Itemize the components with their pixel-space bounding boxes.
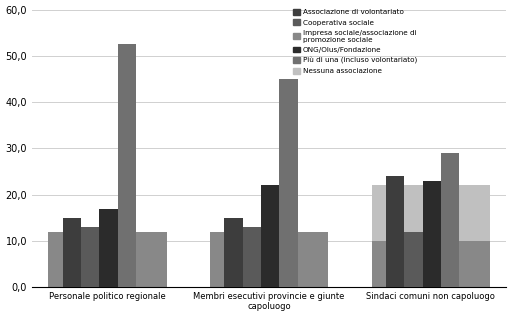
Bar bbox=[243, 227, 261, 287]
Legend: Associazione di volontariato, Cooperativa sociale, Impresa sociale/associazione : Associazione di volontariato, Cooperativ… bbox=[292, 8, 418, 76]
Bar bbox=[224, 218, 243, 287]
Bar bbox=[441, 153, 459, 287]
Bar bbox=[81, 227, 100, 287]
Bar bbox=[423, 181, 441, 287]
Bar bbox=[261, 185, 280, 287]
Bar bbox=[371, 241, 490, 287]
Bar bbox=[280, 79, 298, 287]
Bar bbox=[404, 232, 423, 287]
Bar bbox=[63, 218, 81, 287]
Bar bbox=[210, 239, 328, 287]
Bar bbox=[48, 232, 167, 287]
Bar bbox=[100, 209, 117, 287]
Bar bbox=[371, 185, 490, 287]
Bar bbox=[210, 232, 328, 287]
Bar bbox=[386, 176, 404, 287]
Bar bbox=[48, 250, 167, 287]
Bar bbox=[117, 44, 136, 287]
